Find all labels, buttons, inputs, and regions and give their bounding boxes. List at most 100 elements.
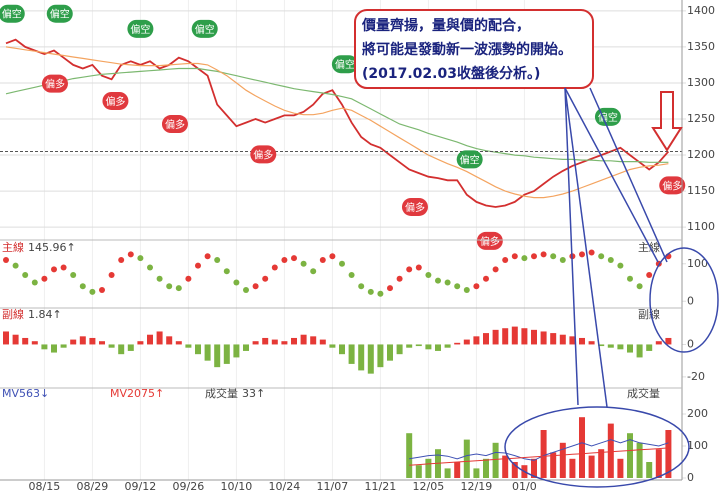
bar: [291, 337, 297, 345]
bar: [310, 336, 317, 345]
bar: [511, 462, 518, 478]
bar: [99, 341, 105, 345]
indicator-dot: [454, 283, 461, 290]
legend-name: 成交量: [205, 386, 238, 400]
signal-badge: [41, 74, 68, 93]
bar: [300, 334, 307, 345]
indicator-dot: [339, 260, 345, 267]
price-line: [5, 38, 670, 208]
note-line: 價量齊揚，量與價的配合，: [361, 17, 530, 34]
average-line: [409, 447, 669, 466]
signal-badge: [476, 231, 503, 250]
signal-label: 偏多: [253, 148, 273, 161]
indicator-dot: [271, 264, 278, 271]
indicator-dot: [300, 260, 307, 267]
legend-name: MV5: [2, 387, 26, 400]
indicator-dot: [329, 253, 336, 260]
legend-entry: MV563↓: [2, 387, 49, 400]
signal-label: 偏空: [130, 23, 150, 36]
average-line: [409, 439, 669, 461]
signal-badge: [331, 55, 358, 74]
callout-line: [589, 87, 668, 263]
indicator-dot: [540, 251, 547, 258]
indicator-dot: [444, 279, 451, 286]
indicator-dot: [137, 255, 144, 262]
indicator-dot: [223, 268, 230, 275]
y-tick-label: 1400: [687, 4, 715, 17]
bar: [339, 344, 345, 355]
bar: [444, 468, 451, 478]
indicator-dot: [31, 279, 38, 286]
bar: [252, 341, 259, 345]
bar: [540, 331, 547, 345]
bar: [665, 430, 672, 478]
bar: [492, 442, 499, 478]
bar: [531, 458, 537, 478]
indicator-dot: [367, 288, 374, 295]
bar: [233, 344, 240, 358]
indicator-dot: [156, 275, 163, 282]
panel-label: 副線: [638, 307, 660, 321]
bar: [655, 341, 662, 345]
bar: [51, 344, 57, 353]
bar: [262, 337, 269, 345]
indicator-dot: [358, 283, 365, 290]
bar: [588, 341, 595, 345]
x-tick-label: 01/0: [512, 480, 537, 493]
indicator-dot: [166, 283, 173, 290]
indicator-dot: [281, 257, 288, 263]
panel-legend: 主線 145.96↑: [2, 240, 76, 254]
signal-badge: [0, 4, 25, 23]
bar: [348, 344, 355, 364]
bar: [396, 344, 403, 355]
indicator-dot: [243, 287, 249, 293]
signal-label: 偏多: [480, 235, 500, 248]
indicator-dot: [89, 288, 96, 295]
y-tick-label: -20: [687, 370, 705, 383]
x-tick-label: 12/19: [461, 480, 493, 493]
bar: [22, 337, 29, 345]
legend-value: 75↑: [141, 387, 164, 400]
bar: [559, 334, 566, 345]
bar: [70, 339, 77, 345]
legend-value: 63↓: [26, 387, 49, 400]
signal-badge: [102, 91, 129, 110]
bar: [108, 344, 115, 348]
indicator-dot: [521, 255, 528, 262]
bar: [463, 339, 470, 345]
callout-line: [564, 87, 579, 406]
indicator-dot: [502, 257, 509, 263]
y-tick-label: 1150: [687, 184, 715, 197]
indicator-dot: [425, 272, 432, 278]
bar: [214, 344, 221, 368]
indicator-dot: [12, 262, 19, 269]
bar: [185, 344, 192, 348]
indicator-dot: [51, 266, 57, 273]
indicator-dot: [175, 285, 182, 292]
bar: [425, 344, 432, 350]
y-tick-label: 0: [687, 337, 694, 350]
bar: [502, 328, 509, 345]
bar: [204, 344, 211, 361]
bar: [435, 344, 441, 351]
bar: [454, 462, 461, 478]
bar: [531, 329, 537, 345]
indicator-dot: [41, 275, 48, 282]
signal-label: 偏空: [460, 153, 480, 166]
signal-badge: [456, 150, 483, 169]
indicator-dot: [588, 249, 595, 256]
indicator-dot: [646, 272, 653, 278]
bar: [3, 331, 9, 345]
bar: [627, 433, 633, 478]
bar: [271, 339, 278, 345]
signal-badge: [127, 19, 154, 38]
note-box: [354, 9, 594, 89]
y-tick-label: 100: [687, 257, 708, 270]
indicator-dot: [377, 290, 384, 297]
y-tick-label: 0: [687, 294, 694, 307]
indicator-dot: [415, 264, 422, 271]
indicator-dot: [195, 262, 201, 269]
bar: [483, 458, 489, 478]
signal-label: 偏多: [45, 78, 65, 91]
